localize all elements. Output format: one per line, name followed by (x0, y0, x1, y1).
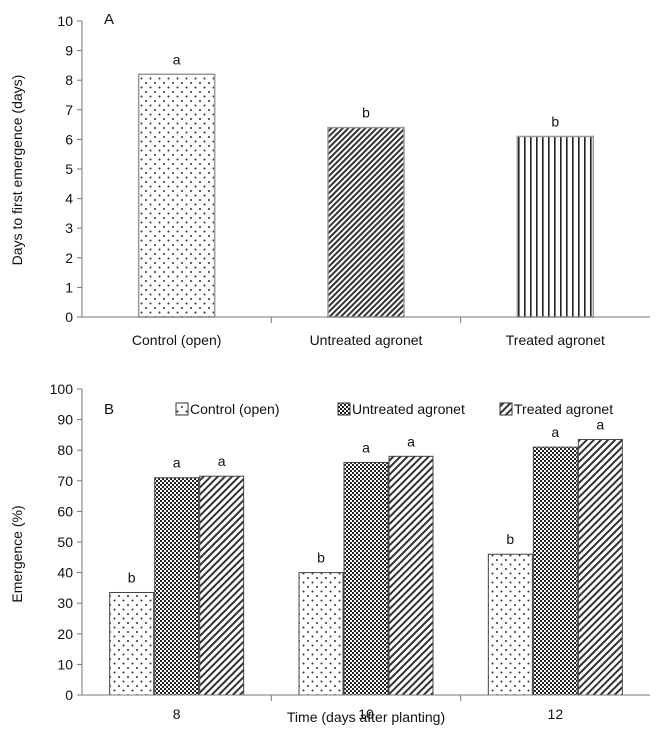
panel-a-y-tick-label: 3 (65, 220, 73, 236)
panel-b-legend-label: Untreated agronet (352, 401, 465, 417)
panel-a-significance-label: b (362, 105, 370, 121)
panel-b-significance-labels: b a a b a a b a a (128, 416, 605, 585)
panel-a-x-tick-label: Treated agronet (506, 332, 605, 348)
panel-b: B Emergence (%) Control (open) Untreated … (9, 381, 650, 725)
panel-b-legend-label: Control (open) (190, 401, 280, 417)
panel-b-y-tick-label: 60 (57, 503, 73, 519)
panel-a-significance-label: a (173, 51, 181, 67)
panel-a-x-tick-label: Control (open) (132, 332, 222, 348)
panel-a-y-tick-label: 10 (57, 13, 73, 29)
panel-b-significance-label: b (506, 531, 514, 547)
panel-a-bars (137, 73, 595, 318)
panel-a: A Days to first emergence (days) 0 1 2 3 4 5 6… (9, 11, 650, 348)
panel-b-significance-label: b (317, 550, 325, 566)
panel-b-bar (577, 438, 623, 696)
panel-a-label: A (104, 11, 114, 28)
panel-b-legend-swatch (337, 402, 351, 416)
panel-b-legend: Control (open) Untreated agronet Treated a… (175, 401, 613, 417)
panel-a-y-tick-label: 1 (65, 279, 73, 295)
panel-b-bar (109, 591, 155, 696)
panel-b-bar (487, 553, 533, 696)
panel-b-x-axis-title: Time (days after planting) (287, 709, 445, 725)
panel-b-y-tick-label: 90 (57, 412, 73, 428)
panel-b-x-ticks: 8 10 12 (173, 695, 564, 722)
panel-a-bar (516, 135, 595, 318)
panel-b-y-tick-label: 30 (57, 595, 73, 611)
panel-b-bar (343, 461, 389, 696)
panel-b-significance-label: b (128, 569, 136, 585)
panel-b-y-tick-label: 70 (57, 473, 73, 489)
panel-b-significance-label: a (173, 455, 181, 471)
panel-b-significance-label: a (596, 416, 604, 432)
panel-a-y-tick-label: 2 (65, 250, 73, 266)
panel-a-bar (327, 126, 405, 318)
panel-b-x-tick-label: 10 (358, 706, 374, 722)
panel-b-y-tick-label: 100 (50, 381, 74, 397)
panel-a-y-tick-label: 9 (65, 43, 73, 59)
panel-b-y-tick-label: 50 (57, 534, 73, 550)
panel-b-legend-label: Treated agronet (514, 401, 613, 417)
panel-b-y-ticks: 0 10 20 30 40 50 60 70 80 90 100 (50, 381, 82, 703)
panel-b-x-tick-label: 12 (548, 706, 564, 722)
panel-b-bars (109, 438, 623, 696)
panel-a-x-ticks: Control (open) Untreated agronet Treated a… (132, 317, 605, 348)
panel-b-legend-swatch (499, 402, 513, 416)
panel-b-x-tick-label: 8 (173, 706, 181, 722)
panel-b-bar (199, 475, 245, 696)
panel-a-y-tick-label: 6 (65, 131, 73, 147)
panel-b-bar (154, 477, 200, 696)
panel-b-y-tick-label: 80 (57, 442, 73, 458)
panel-a-y-tick-label: 7 (65, 102, 73, 118)
panel-b-y-tick-label: 10 (57, 656, 73, 672)
panel-b-y-tick-label: 0 (65, 687, 73, 703)
panel-b-y-axis-title: Emergence (%) (9, 505, 25, 602)
panel-a-significance-labels: a b b (173, 51, 560, 129)
panel-b-y-tick-label: 40 (57, 565, 73, 581)
panel-b-label: B (104, 401, 114, 418)
panel-a-y-tick-label: 8 (65, 72, 73, 88)
panel-a-bar (137, 73, 216, 318)
panel-a-y-tick-label: 5 (65, 161, 73, 177)
panel-a-y-tick-label: 0 (65, 309, 73, 325)
panel-a-y-ticks: 0 1 2 3 4 5 6 7 8 9 10 (57, 13, 82, 325)
panel-a-y-axis-title: Days to first emergence (days) (9, 75, 25, 266)
panel-b-y-tick-label: 20 (57, 626, 73, 642)
panel-b-bar (388, 455, 434, 696)
panel-a-significance-label: b (551, 113, 559, 129)
panel-b-bar (532, 446, 578, 696)
panel-b-legend-swatch (175, 402, 189, 416)
panel-a-x-tick-label: Untreated agronet (310, 332, 423, 348)
panel-b-bar (298, 572, 344, 696)
panel-b-significance-label: a (218, 453, 226, 469)
panel-b-significance-label: a (362, 439, 370, 455)
panel-a-y-tick-label: 4 (65, 191, 73, 207)
panel-b-significance-label: a (407, 433, 415, 449)
panel-b-significance-label: a (551, 424, 559, 440)
